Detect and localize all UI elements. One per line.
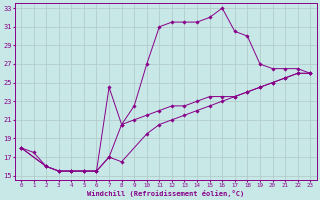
- X-axis label: Windchill (Refroidissement éolien,°C): Windchill (Refroidissement éolien,°C): [87, 190, 244, 197]
